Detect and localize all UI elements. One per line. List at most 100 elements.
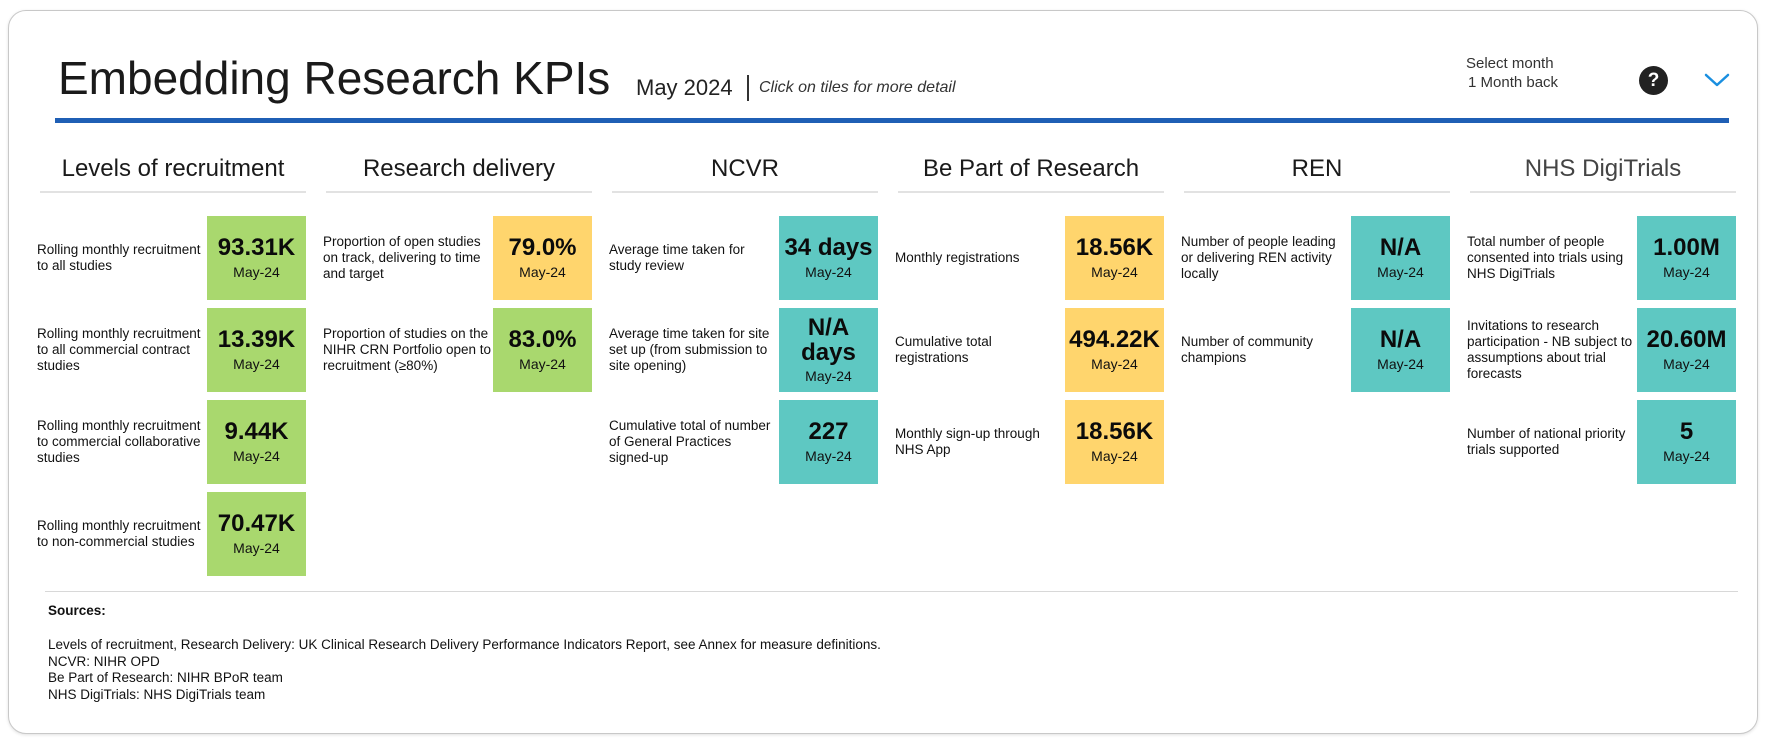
dashboard-card: Embedding Research KPIs May 2024 Click o… (8, 10, 1758, 734)
kpi-label: Average time taken for study review (609, 242, 745, 273)
kpi-row[interactable]: Average time taken for site set up (from… (609, 308, 884, 392)
kpi-label: Rolling monthly recruitment to all studi… (37, 242, 201, 273)
kpi-value: 9.44K (224, 418, 289, 445)
kpi-row[interactable]: Cumulative total of number of General Pr… (609, 400, 884, 484)
kpi-tile[interactable]: 83.0% May-24 (493, 308, 592, 392)
kpi-value: 18.56K (1075, 234, 1154, 261)
kpi-label: Number of people leading or delivering R… (1181, 234, 1336, 281)
kpi-period: May-24 (519, 356, 566, 372)
section-ren: REN Number of people leading or deliveri… (1181, 151, 1456, 392)
kpi-period: May-24 (1377, 356, 1424, 372)
kpi-period: May-24 (805, 368, 852, 384)
kpi-tile[interactable]: 34 days May-24 (779, 216, 878, 300)
kpi-period: May-24 (805, 448, 852, 464)
section-title: Levels of recruitment (40, 151, 306, 193)
kpi-row[interactable]: Proportion of studies on the NIHR CRN Po… (323, 308, 598, 392)
kpi-value: 93.31K (217, 234, 296, 261)
section-title: Research delivery (326, 151, 592, 193)
kpi-row[interactable]: Average time taken for study review 34 d… (609, 216, 884, 300)
kpi-label: Proportion of studies on the NIHR CRN Po… (323, 326, 492, 373)
header-rule (55, 118, 1729, 123)
kpi-tile[interactable]: 1.00M May-24 (1637, 216, 1736, 300)
section-nhs-digitrials: NHS DigiTrials Total number of people co… (1467, 151, 1742, 484)
kpi-label: Monthly registrations (895, 250, 1020, 265)
kpi-value: 5 (1679, 418, 1694, 445)
source-line: NHS DigiTrials: NHS DigiTrials team (48, 686, 266, 702)
kpi-tile[interactable]: 70.47K May-24 (207, 492, 306, 576)
kpi-tile[interactable]: 9.44K May-24 (207, 400, 306, 484)
kpi-value: 13.39K (217, 326, 296, 353)
kpi-value: 83.0% (508, 326, 577, 353)
kpi-period: May-24 (233, 356, 280, 372)
kpi-tile[interactable]: 93.31K May-24 (207, 216, 306, 300)
select-month-value[interactable]: 1 Month back (1468, 74, 1559, 91)
kpi-value: N/A (1379, 234, 1422, 261)
kpi-row[interactable]: Cumulative total registrations 494.22K M… (895, 308, 1170, 392)
section-levels-of-recruitment: Levels of recruitment Rolling monthly re… (37, 151, 312, 576)
kpi-row[interactable]: Number of people leading or delivering R… (1181, 216, 1456, 300)
kpi-label: Invitations to research participation - … (1467, 318, 1633, 381)
section-title: NCVR (612, 151, 878, 193)
section-research-delivery: Research delivery Proportion of open stu… (323, 151, 598, 392)
chevron-down-icon[interactable] (1704, 71, 1730, 89)
kpi-row[interactable]: Number of national priority trials suppo… (1467, 400, 1742, 484)
kpi-value: 1.00M (1653, 234, 1720, 261)
kpi-label: Number of community champions (1181, 334, 1314, 365)
kpi-period: May-24 (805, 264, 852, 280)
kpi-value: 34 days (784, 234, 873, 261)
kpi-tile[interactable]: 13.39K May-24 (207, 308, 306, 392)
kpi-tile[interactable]: N/A May-24 (1351, 308, 1450, 392)
kpi-value: 70.47K (217, 510, 296, 537)
section-be-part-of-research: Be Part of Research Monthly registration… (895, 151, 1170, 484)
kpi-tile[interactable]: 18.56K May-24 (1065, 400, 1164, 484)
kpi-row[interactable]: Invitations to research participation - … (1467, 308, 1742, 392)
kpi-row[interactable]: Monthly sign-up through NHS App 18.56K M… (895, 400, 1170, 484)
source-line: Be Part of Research: NIHR BPoR team (48, 670, 283, 685)
kpi-row[interactable]: Number of community champions N/A May-24 (1181, 308, 1456, 392)
kpi-period: May-24 (233, 540, 280, 556)
header-divider (747, 75, 749, 101)
kpi-value: N/A days (801, 314, 856, 366)
kpi-row[interactable]: Total number of people consented into tr… (1467, 216, 1742, 300)
section-title: REN (1184, 151, 1450, 193)
kpi-row[interactable]: Proportion of open studies on track, del… (323, 216, 598, 300)
select-month-label: Select month (1466, 55, 1554, 72)
kpi-value: 20.60M (1646, 326, 1727, 353)
kpi-row[interactable]: Monthly registrations 18.56K May-24 (895, 216, 1170, 300)
kpi-period: May-24 (1663, 356, 1710, 372)
kpi-row[interactable]: Rolling monthly recruitment to all comme… (37, 308, 312, 392)
kpi-label: Cumulative total registrations (895, 334, 992, 365)
kpi-label: Proportion of open studies on track, del… (323, 234, 481, 281)
kpi-tile[interactable]: 79.0% May-24 (493, 216, 592, 300)
kpi-label: Monthly sign-up through NHS App (895, 426, 1040, 457)
kpi-row[interactable]: Rolling monthly recruitment to all studi… (37, 216, 312, 300)
kpi-period: May-24 (1663, 448, 1710, 464)
question-mark-icon[interactable]: ? (1639, 66, 1668, 95)
kpi-label: Rolling monthly recruitment to all comme… (37, 326, 201, 373)
kpi-tile[interactable]: 494.22K May-24 (1065, 308, 1164, 392)
kpi-row[interactable]: Rolling monthly recruitment to non-comme… (37, 492, 312, 576)
sources-title: Sources: (48, 603, 106, 618)
kpi-period: May-24 (233, 264, 280, 280)
section-title: NHS DigiTrials (1470, 151, 1736, 193)
kpi-period: May-24 (1091, 264, 1138, 280)
current-month: May 2024 (636, 75, 733, 100)
kpi-period: May-24 (1663, 264, 1710, 280)
kpi-row[interactable]: Rolling monthly recruitment to commercia… (37, 400, 312, 484)
kpi-label: Rolling monthly recruitment to non-comme… (37, 518, 201, 549)
kpi-tile[interactable]: 18.56K May-24 (1065, 216, 1164, 300)
kpi-label: Rolling monthly recruitment to commercia… (37, 418, 201, 465)
kpi-tile[interactable]: 20.60M May-24 (1637, 308, 1736, 392)
section-ncvr: NCVR Average time taken for study review… (609, 151, 884, 484)
kpi-period: May-24 (1091, 448, 1138, 464)
kpi-tile[interactable]: N/A May-24 (1351, 216, 1450, 300)
kpi-tile[interactable]: N/A days May-24 (779, 308, 878, 392)
sources-list: Levels of recruitment, Research Delivery… (48, 637, 881, 703)
kpi-label: Total number of people consented into tr… (1467, 234, 1624, 281)
kpi-tile[interactable]: 5 May-24 (1637, 400, 1736, 484)
tile-hint: Click on tiles for more detail (759, 79, 956, 96)
kpi-value: 79.0% (508, 234, 577, 261)
kpi-period: May-24 (233, 448, 280, 464)
source-line: Levels of recruitment, Research Delivery… (48, 637, 881, 652)
kpi-tile[interactable]: 227 May-24 (779, 400, 878, 484)
